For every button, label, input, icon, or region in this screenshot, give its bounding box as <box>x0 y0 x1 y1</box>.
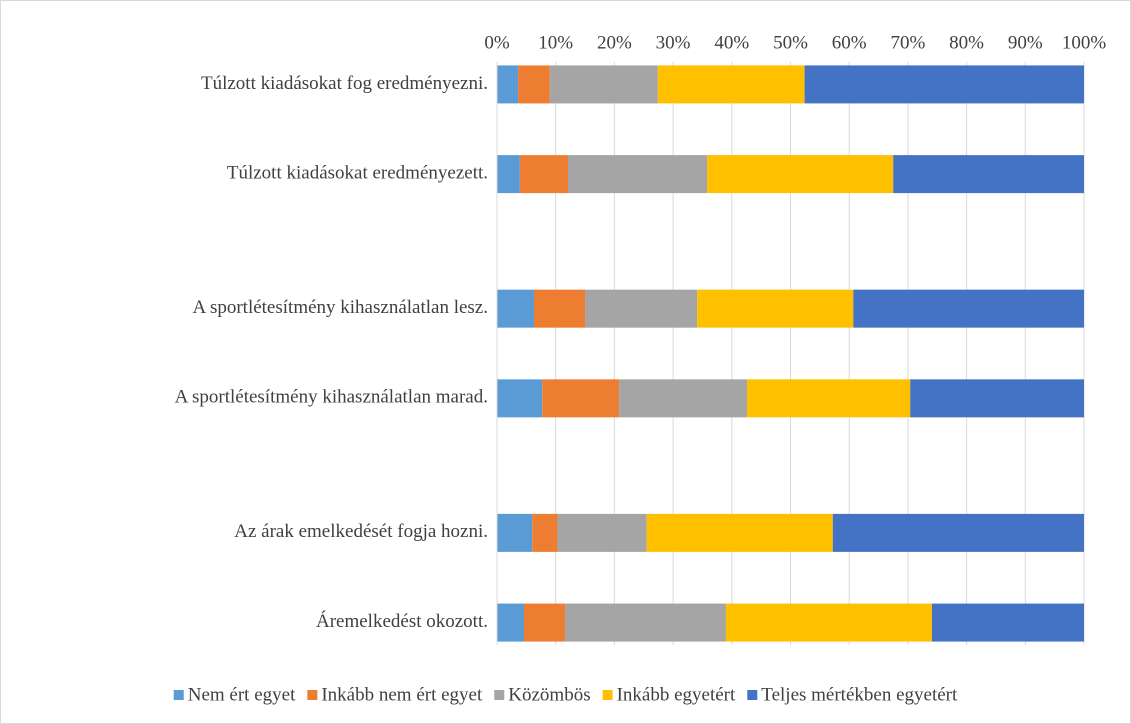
legend-swatch <box>494 690 505 700</box>
bar-segment <box>910 379 1084 418</box>
bar-segment <box>557 513 647 552</box>
bar-segment <box>497 603 525 642</box>
x-tick-label: 40% <box>714 32 749 53</box>
x-tick-label: 50% <box>773 32 808 53</box>
bar-segment <box>619 379 748 418</box>
bar-segment <box>533 289 586 328</box>
bar-segment <box>497 155 520 194</box>
bar-segment <box>707 155 894 194</box>
bar-segment <box>646 513 833 552</box>
x-tick-label: 20% <box>597 32 632 53</box>
x-tick-label: 10% <box>538 32 573 53</box>
legend-label: Inkább egyetért <box>617 684 736 705</box>
legend-label: Teljes mértékben egyetért <box>761 684 958 705</box>
legend-label: Inkább nem ért egyet <box>321 684 483 705</box>
bar-segment <box>524 603 566 642</box>
bar-segment <box>519 155 569 194</box>
bar-segment <box>497 65 519 104</box>
y-tick-label: Áremelkedést okozott. <box>316 610 488 632</box>
x-tick-label: 90% <box>1008 32 1043 53</box>
bar-segment <box>542 379 620 418</box>
x-tick-label: 60% <box>832 32 867 53</box>
bar-segment <box>893 155 1084 194</box>
bar-segment <box>697 289 854 328</box>
x-tick-label: 70% <box>890 32 925 53</box>
y-tick-label: Túlzott kiadásokat fog eredményezni. <box>201 73 488 94</box>
y-tick-label: Az árak emelkedését fogja hozni. <box>234 521 488 542</box>
x-tick-label: 30% <box>656 32 691 53</box>
legend-swatch <box>747 690 758 700</box>
legend-label: Nem ért egyet <box>188 684 296 705</box>
bar-segment <box>565 603 726 642</box>
legend-swatch <box>602 690 613 700</box>
x-tick-label: 80% <box>949 32 984 53</box>
bar-segment <box>497 379 543 418</box>
bar-segment <box>568 155 708 194</box>
legend-swatch <box>307 690 318 700</box>
y-tick-label: A sportlétesítmény kihasználatlan marad. <box>175 387 488 408</box>
legend-swatch <box>173 690 184 700</box>
x-tick-label: 0% <box>484 32 510 53</box>
bar-segment <box>518 65 550 104</box>
bar-segment <box>725 603 932 642</box>
x-tick-label: 100% <box>1062 32 1107 53</box>
legend-label: Közömbös <box>508 684 590 705</box>
bar-segment <box>497 513 533 552</box>
bar-segment <box>853 289 1084 328</box>
bar-segment <box>497 289 534 328</box>
y-tick-label: Túlzott kiadásokat eredményezett. <box>227 162 488 183</box>
bar-segment <box>931 603 1084 642</box>
bar-segment <box>532 513 558 552</box>
bar-segment <box>585 289 698 328</box>
bar-segment <box>549 65 658 104</box>
bar-segment <box>657 65 805 104</box>
bar-segment <box>747 379 911 418</box>
bar-segment <box>832 513 1084 552</box>
y-tick-label: A sportlétesítmény kihasználatlan lesz. <box>193 297 488 318</box>
bar-segment <box>804 65 1084 104</box>
